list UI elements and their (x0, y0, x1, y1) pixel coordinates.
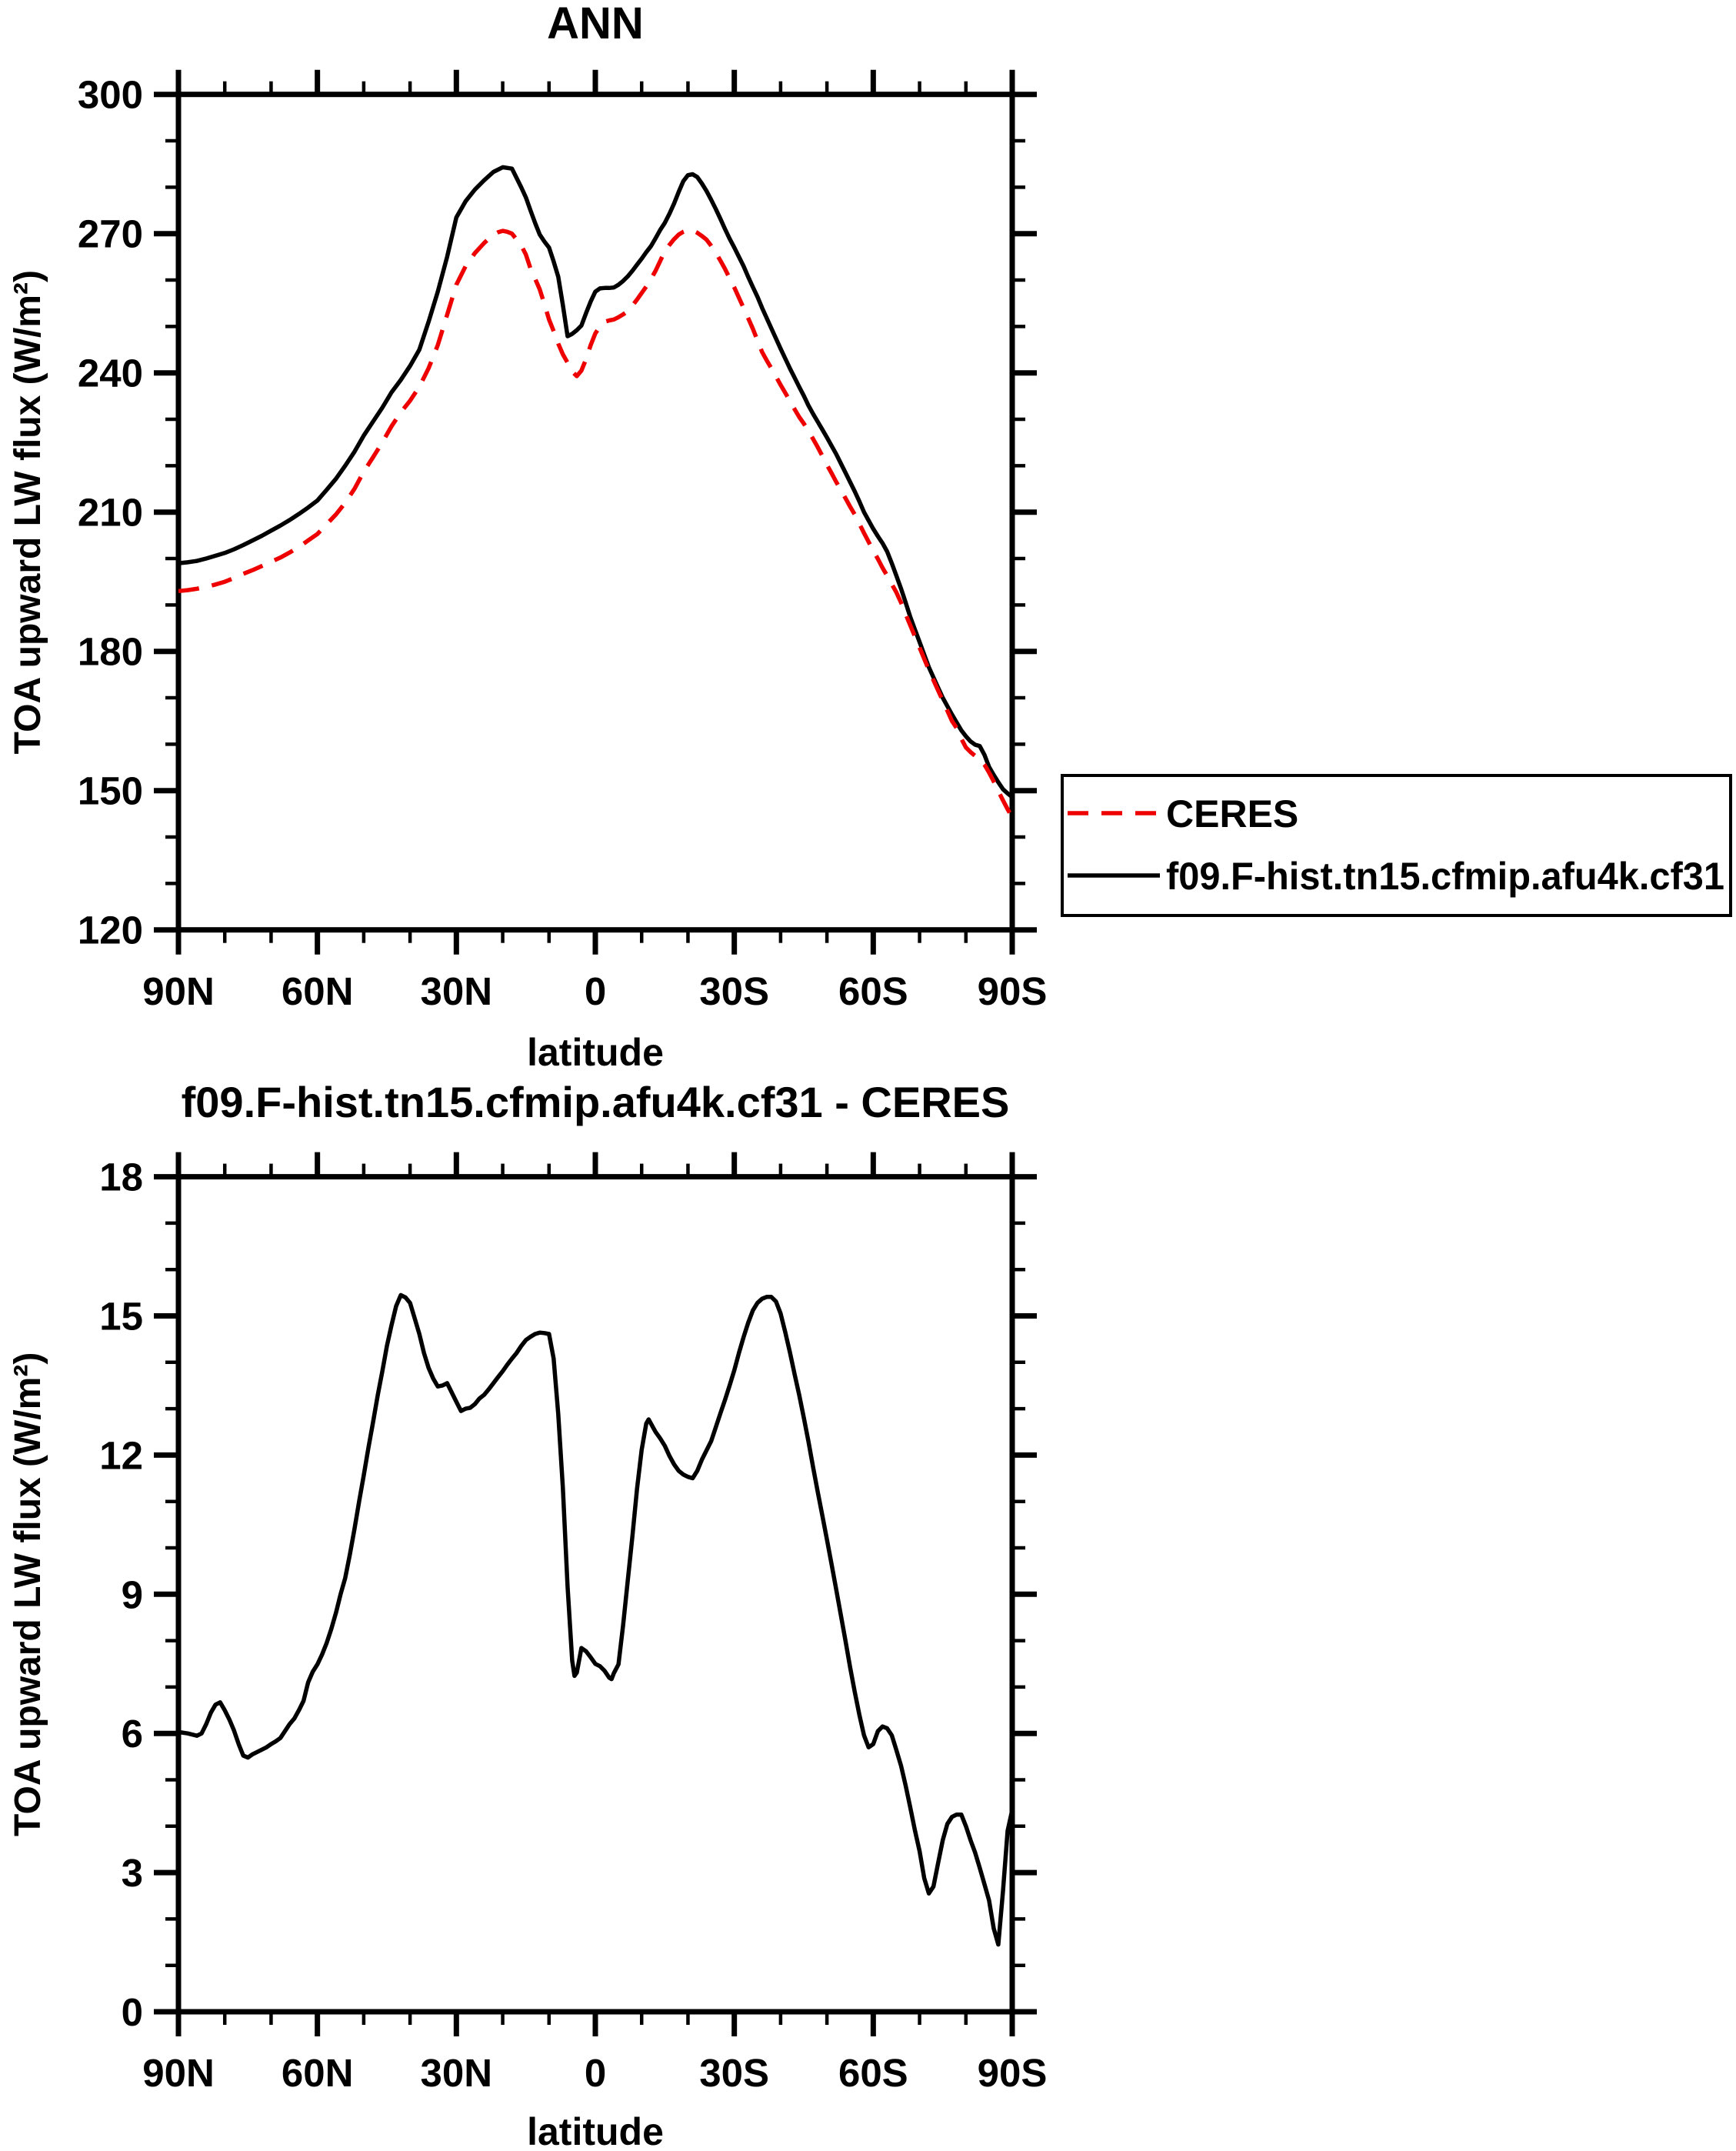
y-tick-label: 120 (78, 909, 143, 952)
y-tick-label: 18 (99, 1156, 143, 1199)
y-tick-label: 150 (78, 769, 143, 813)
y-tick-label: 0 (122, 1990, 143, 2034)
y-tick-label: 180 (78, 630, 143, 674)
legend-model-label: f09.F-hist.tn15.cfmip.afu4k.cf31 (1166, 855, 1724, 898)
bottom-chart-y-axis-label: TOA upward LW flux (W/m²) (8, 1352, 48, 1836)
x-tick-label: 30N (421, 2051, 493, 2095)
x-tick-label: 90S (978, 2051, 1048, 2095)
bottom-chart-title: f09.F-hist.tn15.cfmip.afu4k.cf31 - CERES (182, 1078, 1010, 1126)
legend-box (1061, 774, 1732, 917)
x-tick-label: 90N (142, 969, 215, 1013)
legend-ceres-label: CERES (1166, 792, 1298, 835)
x-tick-label: 90S (978, 969, 1048, 1013)
y-tick-label: 3 (122, 1851, 143, 1895)
y-tick-label: 15 (99, 1295, 143, 1339)
x-tick-label: 60N (282, 969, 354, 1013)
y-tick-label: 210 (78, 491, 143, 535)
series-f09-f-hist-tn15-cfmip-afu4k-cf31-ceres (178, 1292, 1015, 1947)
plot-frame (175, 1174, 1015, 2015)
top-chart-plot-area: 300 270 240 210 180 150 120 90N 60N 30N 0 30S 60S 90S (78, 69, 1048, 1013)
y-tick-label: 6 (122, 1712, 143, 1756)
x-tick-label: 60N (282, 2051, 354, 2095)
bottom-chart-x-axis-label: latitude (527, 2110, 664, 2151)
x-tick-label: 30S (699, 2051, 769, 2095)
y-tick-label: 270 (78, 212, 143, 256)
y-tick-label: 12 (99, 1433, 143, 1477)
x-tick-label: 0 (585, 969, 606, 1013)
series-f09-f-hist-tn15-cfmip-afu4k-cf31 (178, 165, 1014, 799)
top-chart-x-axis-label: latitude (527, 1031, 664, 1074)
x-tick-label: 90N (142, 2051, 215, 2095)
y-tick-label: 9 (122, 1572, 143, 1616)
x-tick-label: 60S (838, 2051, 908, 2095)
x-tick-label: 0 (585, 2051, 606, 2095)
legend: CERES f09.F-hist.tn15.cfmip.afu4k.cf31 (1061, 774, 1732, 917)
bottom-chart-plot-area: 18 15 12 9 6 3 0 90N 60N 30N 0 30S 60S 90S (99, 1152, 1047, 2095)
series-ceres (178, 228, 1015, 819)
x-tick-label: 60S (838, 969, 908, 1013)
y-tick-label: 240 (78, 352, 143, 395)
x-tick-label: 30S (699, 969, 769, 1013)
top-chart-y-axis-label: TOA upward LW flux (W/m²) (8, 270, 48, 754)
y-tick-label: 300 (78, 73, 143, 117)
x-tick-label: 30N (421, 969, 493, 1013)
top-chart-title: ANN (547, 0, 644, 48)
